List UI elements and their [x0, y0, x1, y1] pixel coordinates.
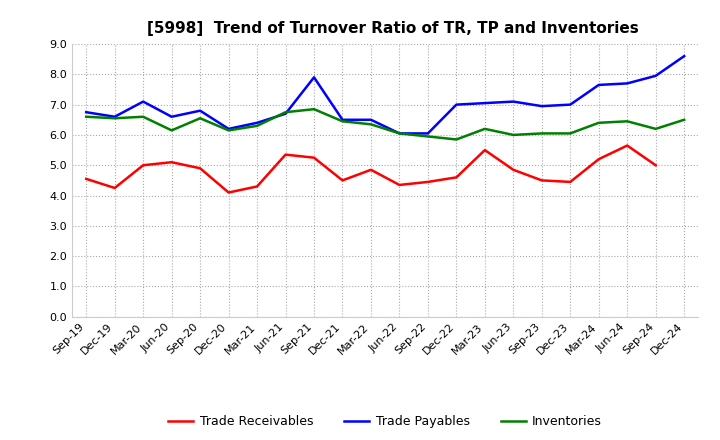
- Trade Payables: [595, 82, 603, 88]
- Inventories: [82, 114, 91, 119]
- Inventories: [253, 123, 261, 128]
- Inventories: [366, 122, 375, 127]
- Trade Receivables: [167, 160, 176, 165]
- Trade Receivables: [423, 179, 432, 184]
- Trade Payables: [253, 120, 261, 125]
- Inventories: [282, 110, 290, 115]
- Inventories: [225, 128, 233, 133]
- Trade Payables: [110, 114, 119, 119]
- Trade Payables: [82, 110, 91, 115]
- Inventories: [480, 126, 489, 132]
- Inventories: [139, 114, 148, 119]
- Trade Receivables: [225, 190, 233, 195]
- Trade Payables: [537, 103, 546, 109]
- Trade Payables: [566, 102, 575, 107]
- Trade Payables: [366, 117, 375, 122]
- Inventories: [167, 128, 176, 133]
- Line: Trade Receivables: Trade Receivables: [86, 146, 656, 193]
- Trade Receivables: [253, 184, 261, 189]
- Trade Payables: [310, 75, 318, 80]
- Trade Receivables: [652, 163, 660, 168]
- Trade Receivables: [595, 157, 603, 162]
- Trade Payables: [139, 99, 148, 104]
- Trade Receivables: [509, 167, 518, 172]
- Line: Trade Payables: Trade Payables: [86, 56, 684, 133]
- Trade Receivables: [310, 155, 318, 160]
- Trade Payables: [196, 108, 204, 114]
- Inventories: [338, 119, 347, 124]
- Trade Payables: [395, 131, 404, 136]
- Trade Receivables: [480, 147, 489, 153]
- Inventories: [680, 117, 688, 122]
- Trade Payables: [652, 73, 660, 78]
- Trade Payables: [225, 126, 233, 132]
- Trade Receivables: [452, 175, 461, 180]
- Trade Receivables: [139, 163, 148, 168]
- Trade Payables: [509, 99, 518, 104]
- Trade Receivables: [366, 167, 375, 172]
- Inventories: [196, 116, 204, 121]
- Legend: Trade Receivables, Trade Payables, Inventories: Trade Receivables, Trade Payables, Inven…: [163, 411, 607, 433]
- Trade Receivables: [282, 152, 290, 157]
- Inventories: [310, 106, 318, 112]
- Inventories: [110, 116, 119, 121]
- Trade Payables: [680, 54, 688, 59]
- Trade Payables: [423, 131, 432, 136]
- Trade Payables: [623, 81, 631, 86]
- Trade Receivables: [623, 143, 631, 148]
- Trade Payables: [480, 100, 489, 106]
- Inventories: [509, 132, 518, 138]
- Trade Payables: [338, 117, 347, 122]
- Trade Receivables: [566, 179, 575, 184]
- Text: [5998]  Trend of Turnover Ratio of TR, TP and Inventories: [5998] Trend of Turnover Ratio of TR, TP…: [147, 21, 639, 36]
- Inventories: [652, 126, 660, 132]
- Inventories: [566, 131, 575, 136]
- Inventories: [423, 134, 432, 139]
- Inventories: [623, 119, 631, 124]
- Trade Payables: [282, 111, 290, 116]
- Trade Payables: [452, 102, 461, 107]
- Inventories: [452, 137, 461, 142]
- Trade Payables: [167, 114, 176, 119]
- Trade Receivables: [537, 178, 546, 183]
- Trade Receivables: [110, 185, 119, 191]
- Inventories: [537, 131, 546, 136]
- Line: Inventories: Inventories: [86, 109, 684, 139]
- Inventories: [395, 131, 404, 136]
- Trade Receivables: [395, 182, 404, 187]
- Trade Receivables: [196, 165, 204, 171]
- Trade Receivables: [82, 176, 91, 182]
- Trade Receivables: [338, 178, 347, 183]
- Inventories: [595, 120, 603, 125]
